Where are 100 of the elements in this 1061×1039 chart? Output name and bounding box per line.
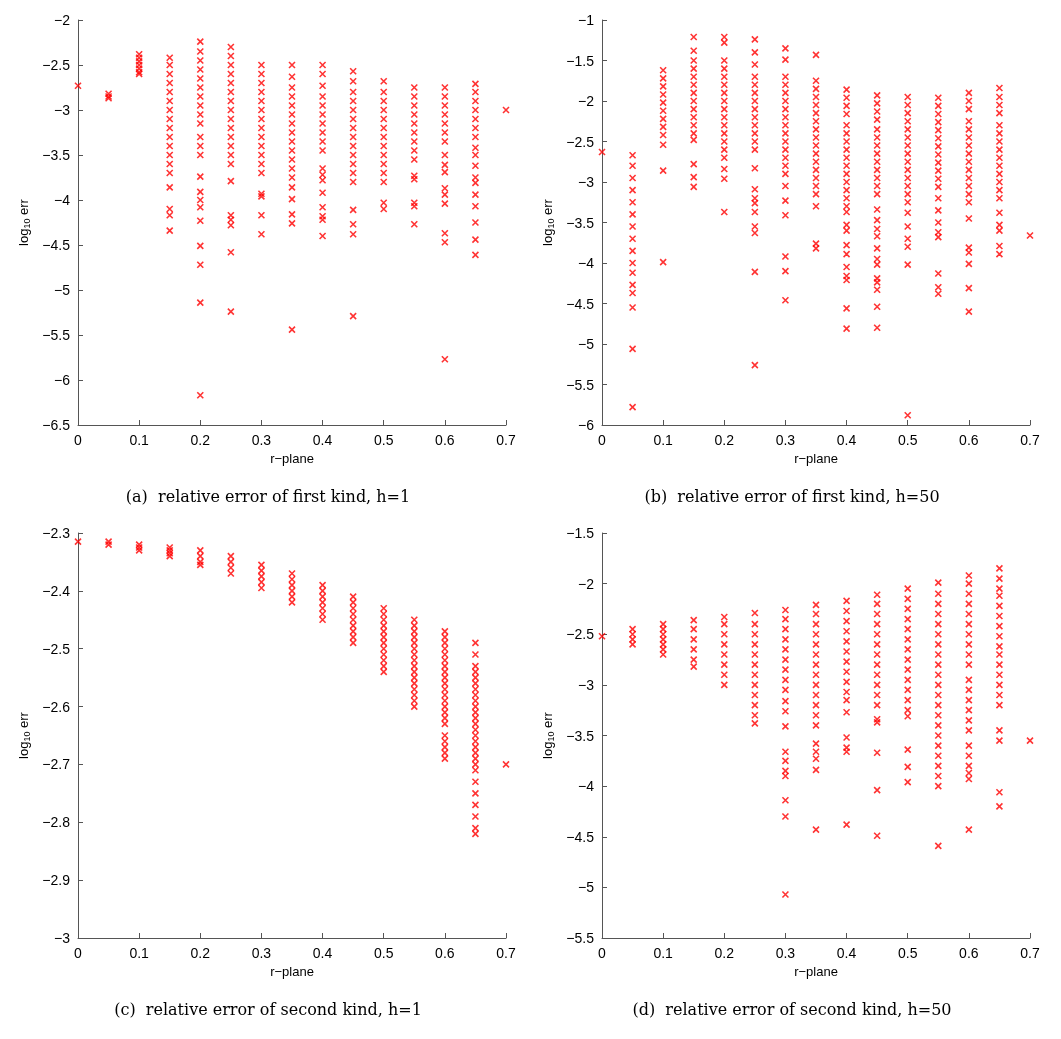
- x-tick-label: 0.5: [373, 432, 394, 448]
- point: [965, 260, 973, 268]
- point: [502, 106, 510, 114]
- point: [903, 595, 912, 603]
- point: [781, 55, 790, 64]
- point: [720, 660, 729, 669]
- point: [781, 196, 790, 205]
- point: [965, 686, 973, 694]
- point: [903, 260, 912, 269]
- x-tick-label: 0.6: [435, 432, 455, 448]
- point: [903, 411, 912, 420]
- x-axis-title: r−plane: [270, 450, 314, 466]
- point: [196, 37, 205, 46]
- point: [720, 630, 729, 639]
- point: [903, 625, 912, 633]
- point: [934, 589, 943, 598]
- x-tick-label: 0.1: [653, 432, 674, 448]
- x-tick-label: 0.2: [714, 432, 735, 448]
- y-tick-label: −4: [578, 255, 595, 271]
- y-tick-label: −4.5: [42, 237, 71, 253]
- point: [781, 655, 790, 664]
- point: [659, 140, 667, 149]
- point: [903, 745, 912, 754]
- point: [781, 645, 790, 654]
- x-axis-title: r−plane: [270, 963, 314, 979]
- point: [628, 234, 637, 243]
- x-tick-label: 0.6: [435, 945, 455, 961]
- point: [965, 620, 973, 628]
- y-tick-label: −2.5: [42, 57, 71, 73]
- point: [410, 175, 419, 184]
- point: [873, 691, 881, 699]
- point: [720, 174, 729, 183]
- point: [689, 160, 698, 168]
- y-tick-label: −2.7: [42, 756, 71, 773]
- x-tick-label: 0.3: [251, 945, 272, 961]
- y-tick-label: −6: [578, 417, 595, 433]
- text: (c) relative error of second kind, h=1: [114, 999, 422, 1019]
- point: [781, 44, 790, 53]
- point: [720, 640, 729, 649]
- point: [812, 620, 820, 628]
- point: [751, 361, 759, 369]
- y-tick-label: −2.3: [42, 525, 71, 541]
- point: [903, 665, 912, 674]
- y-tick-label: −4: [54, 192, 71, 208]
- point: [751, 620, 759, 628]
- y-tick-label: −2.4: [42, 582, 71, 599]
- point: [288, 61, 296, 69]
- point: [441, 151, 449, 159]
- point: [471, 235, 480, 244]
- y-tick-label: −4.5: [566, 295, 595, 312]
- point: [873, 620, 881, 628]
- point: [689, 46, 698, 55]
- point: [903, 635, 912, 644]
- point: [318, 81, 327, 90]
- point: [781, 890, 790, 899]
- point: [965, 676, 973, 684]
- point: [196, 261, 205, 269]
- y-axis-title: log10 err: [540, 711, 556, 759]
- y-tick-label: −6: [54, 372, 71, 388]
- y-tick-label: −5.5: [42, 327, 71, 343]
- y-tick-label: −3.5: [42, 147, 71, 163]
- point: [628, 210, 637, 219]
- x-tick-label: 0.4: [312, 945, 333, 961]
- point: [873, 630, 881, 639]
- point: [781, 665, 790, 674]
- x-tick-label: 0.2: [190, 432, 211, 448]
- point: [873, 302, 881, 311]
- point: [903, 584, 912, 593]
- point: [349, 77, 357, 85]
- point: [196, 216, 205, 225]
- x-axis-title: r−plane: [794, 963, 838, 979]
- point: [873, 701, 881, 709]
- x-tick-label: 0.1: [653, 945, 674, 961]
- point: [196, 172, 205, 181]
- point: [842, 657, 851, 666]
- y-tick-label: −3: [54, 930, 71, 946]
- point: [781, 635, 790, 644]
- point: [751, 681, 759, 689]
- point: [410, 220, 419, 229]
- y-tick-label: −2.6: [42, 698, 71, 715]
- x-tick-label: 0.2: [714, 945, 735, 961]
- point: [842, 747, 851, 756]
- x-tick-label: 0.1: [129, 432, 150, 448]
- point: [965, 610, 973, 618]
- point: [842, 324, 851, 333]
- point: [196, 391, 205, 400]
- point: [934, 751, 943, 760]
- point: [349, 230, 357, 238]
- point: [934, 640, 943, 649]
- point: [842, 733, 851, 742]
- point: [379, 77, 388, 85]
- point: [471, 190, 480, 199]
- point: [965, 284, 973, 292]
- y-tick-label: −5.5: [566, 930, 595, 946]
- x-tick-label: 0.3: [251, 432, 272, 448]
- point: [842, 820, 851, 829]
- x-tick-label: 0.5: [897, 945, 918, 961]
- y-tick-label: −5: [578, 879, 595, 896]
- x-tick-label: 0.4: [836, 945, 857, 961]
- point: [288, 195, 296, 203]
